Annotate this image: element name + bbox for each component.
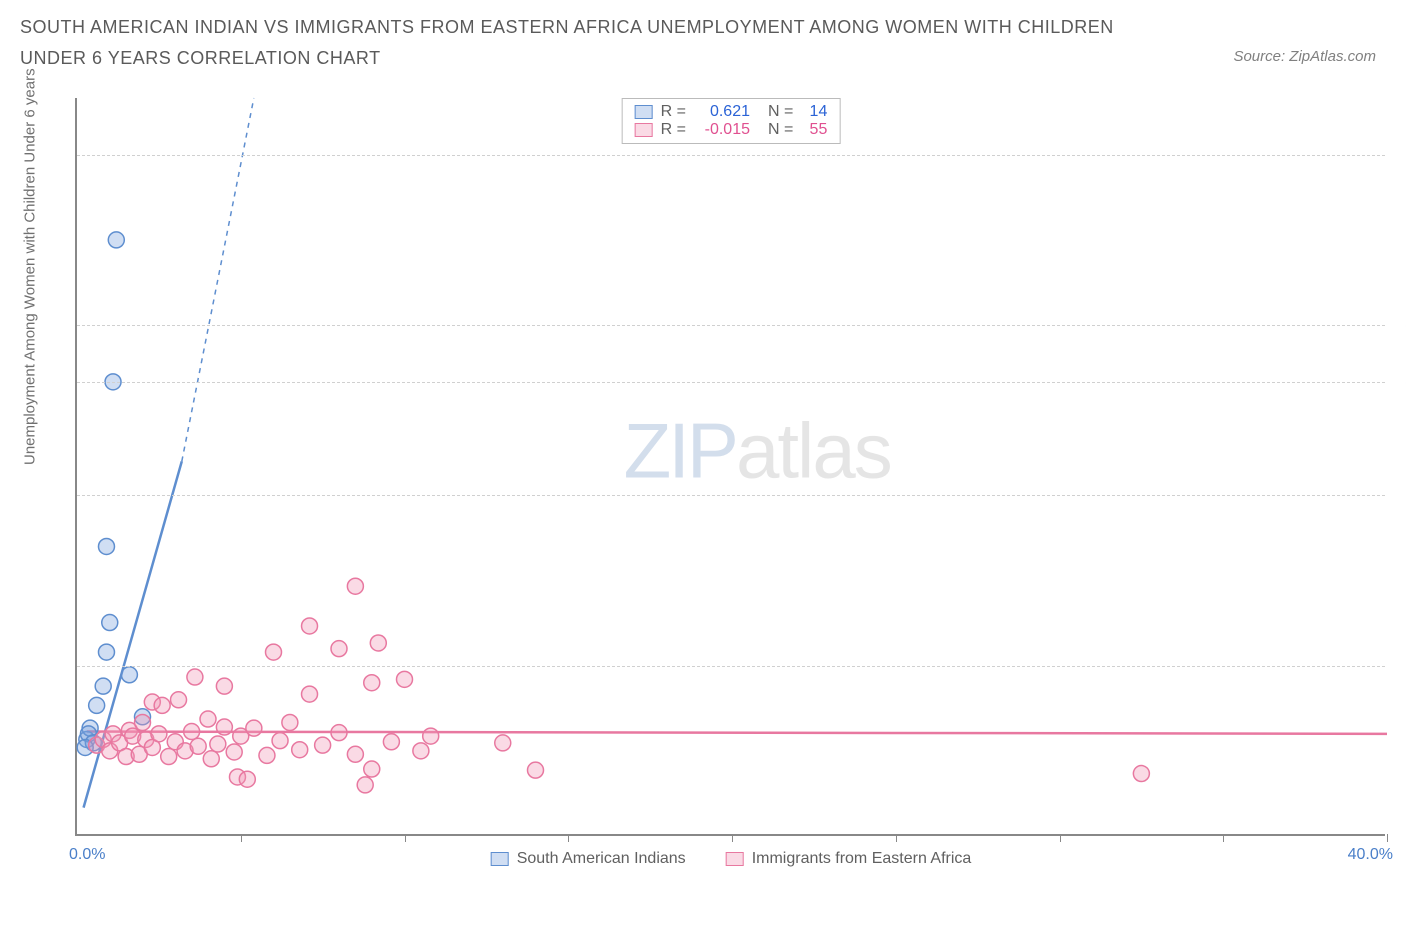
- data-point: [383, 734, 399, 750]
- data-point: [282, 714, 298, 730]
- data-point: [302, 618, 318, 634]
- data-point: [397, 671, 413, 687]
- r-value-1: 0.621: [694, 103, 750, 121]
- data-point: [315, 737, 331, 753]
- data-point: [364, 675, 380, 691]
- legend-label-1: South American Indians: [517, 850, 686, 868]
- r-value-2: -0.015: [694, 121, 750, 139]
- n-value-1: 14: [801, 103, 827, 121]
- data-point: [89, 697, 105, 713]
- data-point: [187, 669, 203, 685]
- grid-line: [77, 666, 1385, 667]
- n-label: N =: [768, 121, 793, 139]
- data-point: [203, 751, 219, 767]
- legend-bottom-item: Immigrants from Eastern Africa: [726, 850, 972, 868]
- data-point: [184, 724, 200, 740]
- grid-line: [77, 325, 1385, 326]
- data-point: [331, 725, 347, 741]
- data-point: [292, 742, 308, 758]
- data-point: [151, 726, 167, 742]
- data-point: [102, 615, 118, 631]
- data-point: [347, 578, 363, 594]
- x-axis-tick: [405, 834, 406, 842]
- x-axis-tick: [1223, 834, 1224, 842]
- data-point: [423, 728, 439, 744]
- data-point: [135, 714, 151, 730]
- n-label: N =: [768, 103, 793, 121]
- x-axis-max-label: 40.0%: [1348, 846, 1393, 864]
- data-point: [98, 644, 114, 660]
- y-axis-label: Unemployment Among Women with Children U…: [22, 68, 39, 465]
- trend-line-extrapolated: [182, 98, 254, 461]
- swatch-series-1: [635, 105, 653, 119]
- x-axis-tick: [241, 834, 242, 842]
- data-point: [413, 743, 429, 759]
- data-point: [210, 736, 226, 752]
- x-axis-tick: [732, 834, 733, 842]
- data-point: [171, 692, 187, 708]
- data-point: [528, 762, 544, 778]
- chart-svg: [77, 98, 1385, 834]
- grid-line: [77, 155, 1385, 156]
- source-attribution: Source: ZipAtlas.com: [1233, 48, 1376, 65]
- swatch-series-2: [635, 123, 653, 137]
- data-point: [246, 720, 262, 736]
- x-axis-zero-label: 0.0%: [69, 846, 105, 864]
- data-point: [216, 678, 232, 694]
- data-point: [226, 744, 242, 760]
- data-point: [161, 749, 177, 765]
- data-point: [266, 644, 282, 660]
- data-point: [357, 777, 373, 793]
- data-point: [259, 747, 275, 763]
- data-point: [1133, 766, 1149, 782]
- legend-stats-row: R = 0.621 N = 14: [635, 103, 828, 121]
- chart-title: SOUTH AMERICAN INDIAN VS IMMIGRANTS FROM…: [20, 12, 1146, 73]
- x-axis-tick: [568, 834, 569, 842]
- legend-bottom-item: South American Indians: [491, 850, 686, 868]
- n-value-2: 55: [801, 121, 827, 139]
- x-axis-tick: [896, 834, 897, 842]
- data-point: [108, 232, 124, 248]
- plot-area: ZIPatlas R = 0.621 N = 14 R = -0.015 N =…: [75, 98, 1385, 836]
- data-point: [216, 719, 232, 735]
- data-point: [272, 733, 288, 749]
- x-axis-tick: [1060, 834, 1061, 842]
- grid-line: [77, 495, 1385, 496]
- data-point: [190, 738, 206, 754]
- data-point: [121, 667, 137, 683]
- legend-stats-row: R = -0.015 N = 55: [635, 121, 828, 139]
- data-point: [154, 697, 170, 713]
- data-point: [370, 635, 386, 651]
- data-point: [495, 735, 511, 751]
- r-label: R =: [661, 103, 686, 121]
- data-point: [347, 746, 363, 762]
- r-label: R =: [661, 121, 686, 139]
- grid-line: [77, 382, 1385, 383]
- swatch-series-2-icon: [726, 852, 744, 866]
- x-axis-tick: [1387, 834, 1388, 842]
- data-point: [200, 711, 216, 727]
- data-point: [364, 761, 380, 777]
- legend-label-2: Immigrants from Eastern Africa: [752, 850, 972, 868]
- data-point: [239, 771, 255, 787]
- swatch-series-1-icon: [491, 852, 509, 866]
- legend-stats-box: R = 0.621 N = 14 R = -0.015 N = 55: [622, 98, 841, 144]
- data-point: [302, 686, 318, 702]
- legend-bottom: South American Indians Immigrants from E…: [491, 850, 972, 868]
- data-point: [98, 538, 114, 554]
- data-point: [331, 641, 347, 657]
- data-point: [95, 678, 111, 694]
